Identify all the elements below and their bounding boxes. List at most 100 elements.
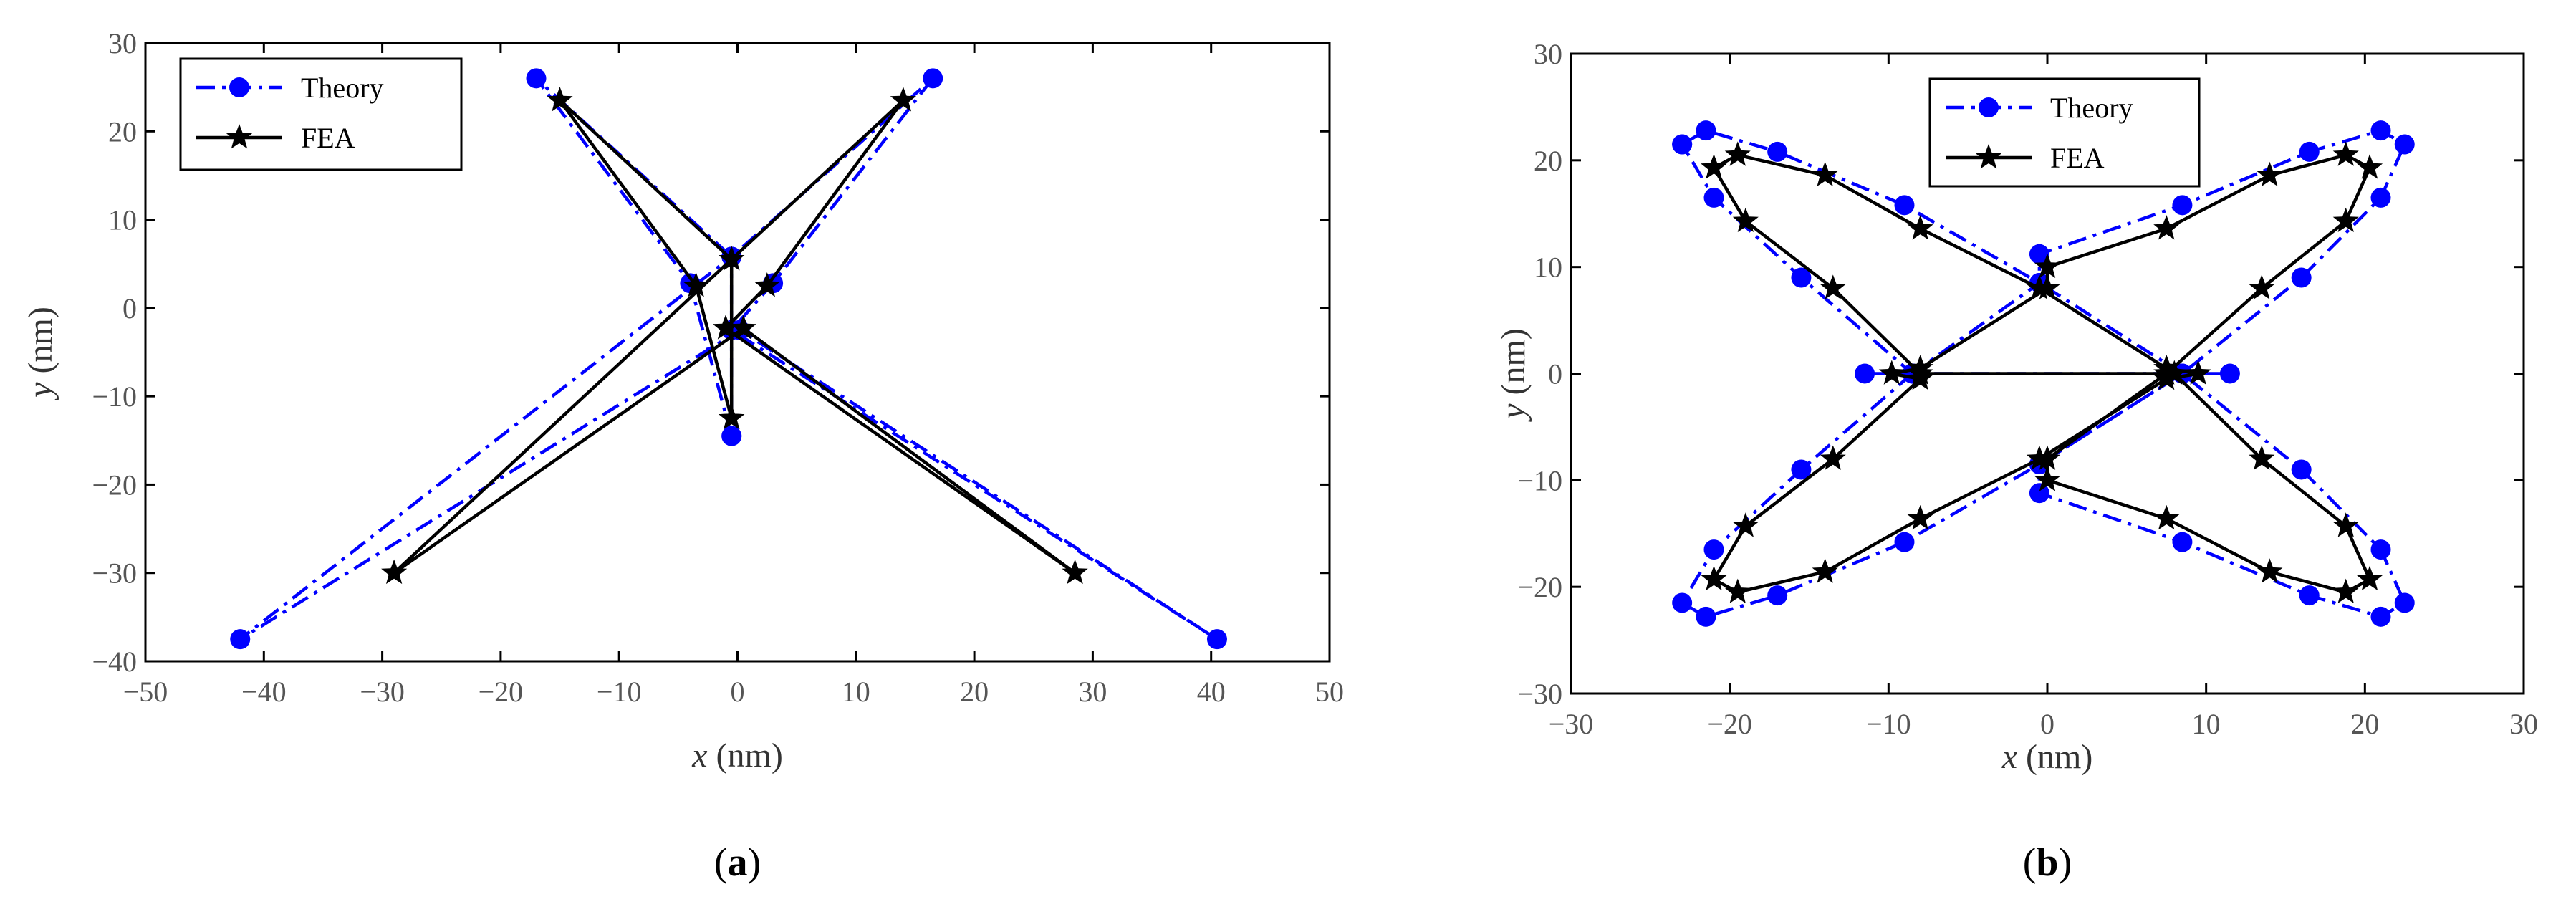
y-tick-label: 0 <box>122 292 137 325</box>
data-point-fea <box>2356 565 2383 591</box>
x-tick-label: 40 <box>1197 676 1226 708</box>
data-point-fea <box>1812 161 1838 186</box>
data-point-fea <box>1724 578 1751 603</box>
x-tick-label: 50 <box>1315 676 1344 708</box>
x-tick-label: 30 <box>2509 708 2538 740</box>
data-point-theory <box>1696 606 1716 627</box>
chart-panel-a: −50 −40 −30 −20 −10 0 10 20 30 40 50−40−30−20−1001… <box>21 27 1344 885</box>
data-point-fea <box>719 246 745 271</box>
legend-label-fea: FEA <box>301 122 355 154</box>
x-axis-label: x (nm) <box>2001 738 2093 776</box>
data-point-fea <box>2332 141 2359 166</box>
x-axis-label: x (nm) <box>691 736 783 774</box>
data-point-fea <box>754 272 780 297</box>
data-point-fea <box>2034 274 2061 299</box>
chart-panel-b: −30 −20 −10 0 10 20 30 −30 −20 −10 0 10 20 30 x (nm) y … <box>1494 38 2538 885</box>
data-point-fea <box>1732 207 1759 232</box>
y-axis-label: y (nm) <box>21 307 59 401</box>
y-tick-label: 20 <box>1534 145 1562 177</box>
data-point-theory <box>1894 532 1915 552</box>
x-tick-label: −20 <box>1707 708 1752 740</box>
data-point-fea <box>1062 559 1088 585</box>
y-tick-label: 30 <box>108 27 137 59</box>
legend-marker-fea <box>226 124 253 149</box>
data-point-fea <box>381 559 408 585</box>
x-tick-label: 10 <box>842 676 870 708</box>
y-tick-label: −20 <box>1517 571 1562 603</box>
data-point-theory <box>230 629 251 650</box>
x-tick-label: 20 <box>2350 708 2379 740</box>
panel-label: (b) <box>2023 840 2072 885</box>
data-point-theory <box>1696 120 1716 141</box>
series-line-fea <box>1712 153 2372 594</box>
data-point-theory <box>2299 141 2320 162</box>
legend: Theory FEA <box>179 57 463 171</box>
data-point-fea <box>2257 558 2283 583</box>
data-point-fea <box>1724 141 1751 166</box>
data-point-theory <box>526 68 547 89</box>
data-point-fea <box>2332 578 2359 603</box>
x-tick-label: −10 <box>1866 708 1911 740</box>
data-point-fea <box>2034 445 2061 470</box>
data-point-theory <box>1791 267 1812 288</box>
x-tick-label: 0 <box>2040 708 2054 740</box>
data-point-fea <box>2332 512 2359 537</box>
data-point-theory <box>923 68 943 89</box>
data-point-fea <box>1701 565 1727 591</box>
data-point-theory <box>2291 459 2312 480</box>
series-line-theory <box>1680 128 2407 619</box>
legend-label-fea: FEA <box>2050 142 2105 174</box>
y-tick-label: 10 <box>108 204 137 236</box>
data-point-fea <box>2356 154 2383 179</box>
series-fea <box>1701 141 2383 603</box>
data-point-theory <box>1206 629 1227 650</box>
data-point-theory <box>1791 459 1812 480</box>
data-point-fea <box>1907 215 1933 240</box>
y-tick-label: −10 <box>92 380 137 413</box>
series-line-fea <box>392 98 1077 575</box>
data-point-fea <box>2153 504 2180 530</box>
x-tick-label: −30 <box>1549 708 1594 740</box>
data-point-fea <box>712 315 739 340</box>
x-tick-label: −30 <box>360 676 405 708</box>
data-point-fea <box>2332 207 2359 232</box>
data-point-fea <box>890 87 916 112</box>
y-tick-label: −30 <box>1517 678 1562 710</box>
data-point-fea <box>2257 161 2283 186</box>
data-point-fea <box>2249 445 2275 470</box>
y-tick-label: −30 <box>92 557 137 590</box>
y-tick-label: 20 <box>108 115 137 148</box>
data-point-fea <box>2034 466 2061 491</box>
data-point-theory <box>2299 585 2320 606</box>
data-point-fea <box>2034 253 2061 278</box>
data-point-fea <box>719 405 745 430</box>
x-tick-label: −20 <box>479 676 524 708</box>
legend-marker-theory <box>229 77 249 97</box>
data-point-theory <box>2029 483 2049 504</box>
legend-marker-theory <box>1979 97 1999 117</box>
data-point-theory <box>1672 134 1693 155</box>
data-point-theory <box>1894 195 1915 216</box>
y-tick-label: −10 <box>1517 464 1562 496</box>
data-point-theory <box>2291 267 2312 288</box>
legend-label-theory: Theory <box>2050 92 2133 124</box>
data-point-theory <box>2172 532 2193 552</box>
legend-label-theory: Theory <box>301 72 384 104</box>
data-point-fea <box>1820 274 1846 299</box>
series-line-theory <box>238 77 1219 641</box>
data-point-fea <box>2185 360 2211 385</box>
data-point-theory <box>1703 539 1724 560</box>
x-tick-label: 10 <box>2192 708 2221 740</box>
y-axis-label: y (nm) <box>1494 328 1532 423</box>
data-point-theory <box>2370 187 2391 208</box>
y-tick-label: 0 <box>1548 358 1562 390</box>
x-tick-label: 20 <box>960 676 989 708</box>
x-tick-label: 30 <box>1078 676 1107 708</box>
data-point-fea <box>1878 360 1905 385</box>
data-point-theory <box>2029 244 2049 264</box>
data-point-fea <box>2161 360 2188 385</box>
data-point-fea <box>1732 512 1759 537</box>
y-tick-label: 10 <box>1534 251 1562 284</box>
x-tick-label: 0 <box>731 676 745 708</box>
data-point-fea <box>1812 558 1838 583</box>
